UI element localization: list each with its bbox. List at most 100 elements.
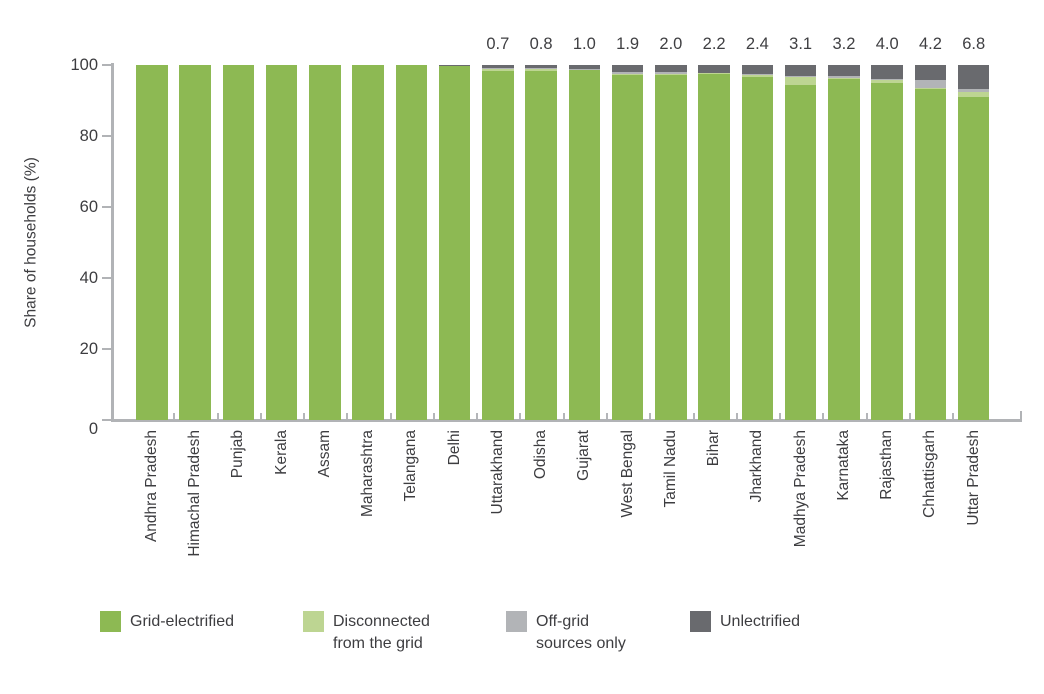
segment-grid-electrified bbox=[568, 69, 601, 420]
y-tick-mark bbox=[102, 63, 112, 67]
segment-off-grid-sources-only bbox=[741, 73, 774, 76]
x-category-label: Rajasthan bbox=[878, 430, 896, 500]
segment-off-grid-sources-only bbox=[525, 67, 557, 70]
segment-off-grid-sources-only bbox=[784, 76, 817, 77]
bar-value-label: 3.2 bbox=[832, 35, 856, 53]
legend-label-unelectrified: Unlectrified bbox=[720, 611, 800, 633]
legend-label-line: Disconnected bbox=[333, 613, 430, 630]
bar-value-label: 1.9 bbox=[616, 35, 640, 53]
segment-disconnected-from-the-grid bbox=[698, 72, 730, 74]
legend-label-off-grid: Off-grid sources only bbox=[536, 611, 626, 654]
segment-unlectrified bbox=[784, 65, 817, 77]
legend-label-grid-electrified: Grid-electrified bbox=[130, 611, 234, 633]
segment-grid-electrified bbox=[222, 65, 255, 420]
x-category-label: Himachal Pradesh bbox=[186, 430, 203, 557]
category-tick bbox=[519, 413, 522, 419]
bar-delhi bbox=[438, 65, 471, 420]
x-category-label: Telangana bbox=[402, 430, 420, 502]
category-tick bbox=[649, 413, 652, 419]
segment-grid-electrified bbox=[179, 65, 211, 420]
category-tick bbox=[822, 413, 825, 419]
segment-off-grid-sources-only bbox=[914, 79, 947, 89]
bar-maharashtra bbox=[352, 65, 384, 420]
bar-value-label: 1.0 bbox=[572, 35, 596, 53]
legend-swatch-off-grid bbox=[506, 611, 527, 632]
bar-madhya-pradesh bbox=[784, 65, 817, 420]
bar-kerala bbox=[265, 65, 298, 420]
x-category-label: Assam bbox=[315, 430, 333, 478]
category-tick bbox=[908, 413, 911, 419]
x-category-label: Odisha bbox=[532, 430, 550, 480]
segment-grid-electrified bbox=[914, 88, 947, 420]
category-tick bbox=[432, 413, 435, 419]
bar-value-label: 2.2 bbox=[702, 35, 726, 53]
segment-off-grid-sources-only bbox=[957, 89, 990, 93]
axis-end-tick bbox=[1019, 411, 1022, 420]
segment-unlectrified bbox=[438, 65, 471, 67]
y-tick-label: 0 bbox=[88, 420, 98, 438]
bar-west-bengal bbox=[611, 65, 644, 420]
legend-label-line: from the grid bbox=[333, 634, 423, 652]
segment-grid-electrified bbox=[741, 77, 774, 420]
bar-jharkhand bbox=[741, 65, 774, 420]
segment-off-grid-sources-only bbox=[611, 71, 644, 74]
segment-unlectrified bbox=[828, 65, 860, 77]
segment-grid-electrified bbox=[136, 65, 168, 420]
legend-swatch-unelectrified bbox=[690, 611, 711, 632]
category-tick bbox=[952, 413, 955, 419]
bar-value-label: 0.7 bbox=[486, 35, 510, 53]
bar-assam bbox=[309, 65, 341, 420]
bar-value-label: 2.0 bbox=[659, 35, 683, 53]
y-tick-mark bbox=[102, 347, 112, 351]
y-tick-label: 40 bbox=[79, 269, 98, 287]
segment-grid-electrified bbox=[395, 65, 428, 420]
segment-grid-electrified bbox=[482, 70, 514, 420]
y-tick-mark bbox=[102, 276, 112, 280]
segment-grid-electrified bbox=[655, 74, 687, 420]
segment-unlectrified bbox=[698, 65, 730, 73]
category-tick bbox=[259, 413, 262, 419]
segment-unlectrified bbox=[611, 65, 644, 72]
x-category-label: West Bengal bbox=[618, 430, 636, 518]
y-tick-label: 20 bbox=[79, 340, 98, 358]
segment-disconnected-from-the-grid bbox=[525, 69, 557, 72]
bar-value-label: 3.1 bbox=[789, 35, 813, 53]
x-category-label: Andhra Pradesh bbox=[142, 430, 160, 543]
category-tick bbox=[389, 413, 392, 419]
segment-grid-electrified bbox=[309, 65, 341, 420]
bar-andhra-pradesh bbox=[136, 65, 168, 420]
segment-grid-electrified bbox=[352, 65, 384, 420]
y-axis-line bbox=[111, 63, 114, 422]
x-category-label: Jharkhand bbox=[748, 430, 766, 503]
segment-disconnected-from-the-grid bbox=[871, 79, 903, 84]
x-axis-line bbox=[111, 419, 1022, 422]
segment-grid-electrified bbox=[698, 73, 730, 420]
segment-unlectrified bbox=[957, 65, 990, 90]
bar-tamil-nadu bbox=[655, 65, 687, 420]
category-tick bbox=[303, 413, 306, 419]
bar-value-label: 4.2 bbox=[918, 35, 942, 53]
bar-uttarakhand bbox=[482, 65, 514, 420]
category-tick bbox=[865, 413, 868, 419]
category-tick bbox=[173, 413, 176, 419]
category-tick bbox=[735, 413, 738, 419]
legend-swatch-grid-electrified bbox=[100, 611, 121, 632]
bar-telangana bbox=[395, 65, 428, 420]
x-category-label: Punjab bbox=[229, 430, 247, 479]
bar-rajasthan bbox=[871, 65, 903, 420]
bar-odisha bbox=[525, 65, 557, 420]
x-category-label: Uttar Pradesh bbox=[964, 430, 982, 526]
segment-unlectrified bbox=[568, 65, 601, 69]
legend-label-line: Grid-electrified bbox=[130, 613, 235, 630]
category-tick bbox=[476, 413, 479, 419]
legend-label-disconnected: Disconnected from the grid bbox=[333, 611, 430, 654]
segment-unlectrified bbox=[525, 65, 557, 68]
segment-grid-electrified bbox=[957, 96, 990, 420]
bar-gujarat bbox=[568, 65, 601, 420]
category-tick bbox=[216, 413, 219, 419]
bar-himachal-pradesh bbox=[179, 65, 211, 420]
x-category-label: Kerala bbox=[272, 430, 290, 475]
segment-unlectrified bbox=[655, 65, 687, 73]
segment-unlectrified bbox=[871, 65, 903, 80]
legend-label-line: Off-grid bbox=[536, 613, 590, 630]
